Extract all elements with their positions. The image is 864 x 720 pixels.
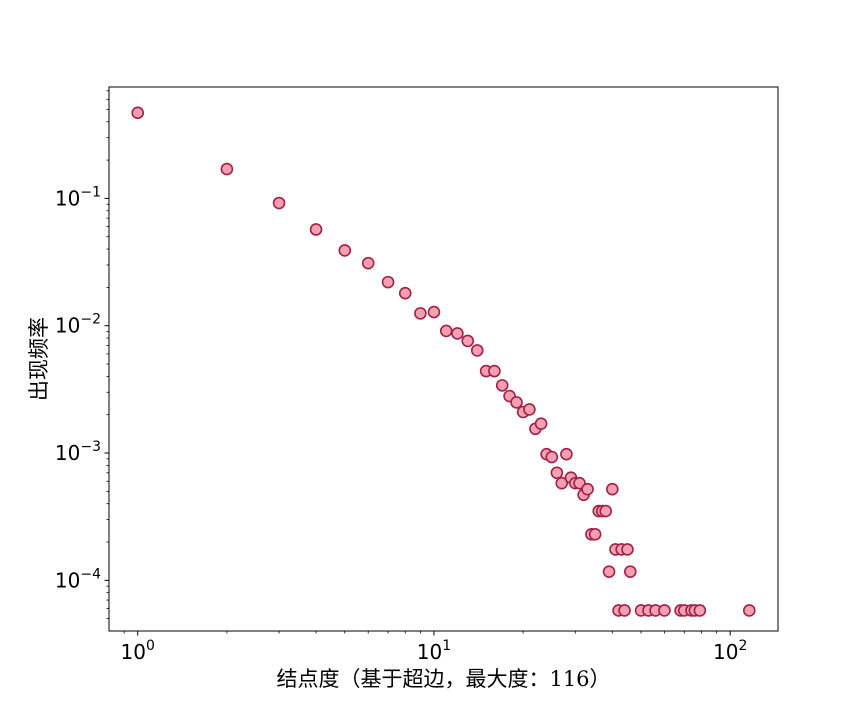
data-point [606,482,619,496]
data-point [272,196,286,210]
x-axis-label: 结点度（基于超边，最大度：116） [276,667,610,691]
data-point [309,223,323,236]
data-point [495,379,509,392]
y-tick-label: 10−3 [55,439,101,465]
y-tick-label: 10−4 [55,566,101,592]
y-tick-label: 10−1 [55,184,101,210]
data-point [510,396,523,409]
data-point [398,286,412,300]
data-point [220,162,234,176]
data-points [131,106,756,617]
data-point [488,364,501,378]
data-point [560,447,573,461]
data-point [523,403,536,416]
data-point [658,604,671,617]
data-point [623,565,637,578]
data-point [742,604,756,617]
minor-ticks [106,90,718,634]
data-point [414,307,427,320]
data-point [461,334,475,348]
data-point [581,482,594,496]
data-point [602,565,616,578]
data-point [381,275,395,289]
y-tick-label: 10−2 [55,312,101,338]
data-point [621,543,634,556]
data-point [618,604,631,617]
plot-area [108,86,779,632]
data-point [588,527,602,541]
x-tick-label: 101 [417,638,451,664]
data-point [439,324,453,338]
major-ticks: 100 101 102 10−4 10−3 10−2 10−1 [55,184,747,664]
data-point [451,327,464,340]
data-point [131,106,145,120]
y-axis-label: 出现频率 [27,317,51,401]
data-point [427,305,441,319]
data-point [338,244,352,257]
data-point [599,504,613,518]
data-point [545,450,559,464]
data-point [470,344,484,357]
x-tick-label: 102 [713,638,747,664]
data-point [555,476,569,490]
x-tick-label: 100 [121,638,155,664]
data-point [550,466,564,480]
data-point [693,604,707,617]
data-point [361,256,375,270]
data-point [534,417,548,430]
